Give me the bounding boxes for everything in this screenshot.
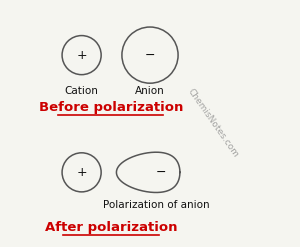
Text: After polarization: After polarization [45,221,177,234]
Text: Polarization of anion: Polarization of anion [103,200,209,210]
Text: −: − [156,166,166,179]
Text: −: − [145,49,155,62]
Text: +: + [76,49,87,62]
Text: Cation: Cation [65,85,99,96]
Text: Before polarization: Before polarization [39,101,183,114]
Text: ChemisNotes.com: ChemisNotes.com [186,87,241,160]
Text: +: + [76,166,87,179]
Text: Anion: Anion [135,85,165,96]
